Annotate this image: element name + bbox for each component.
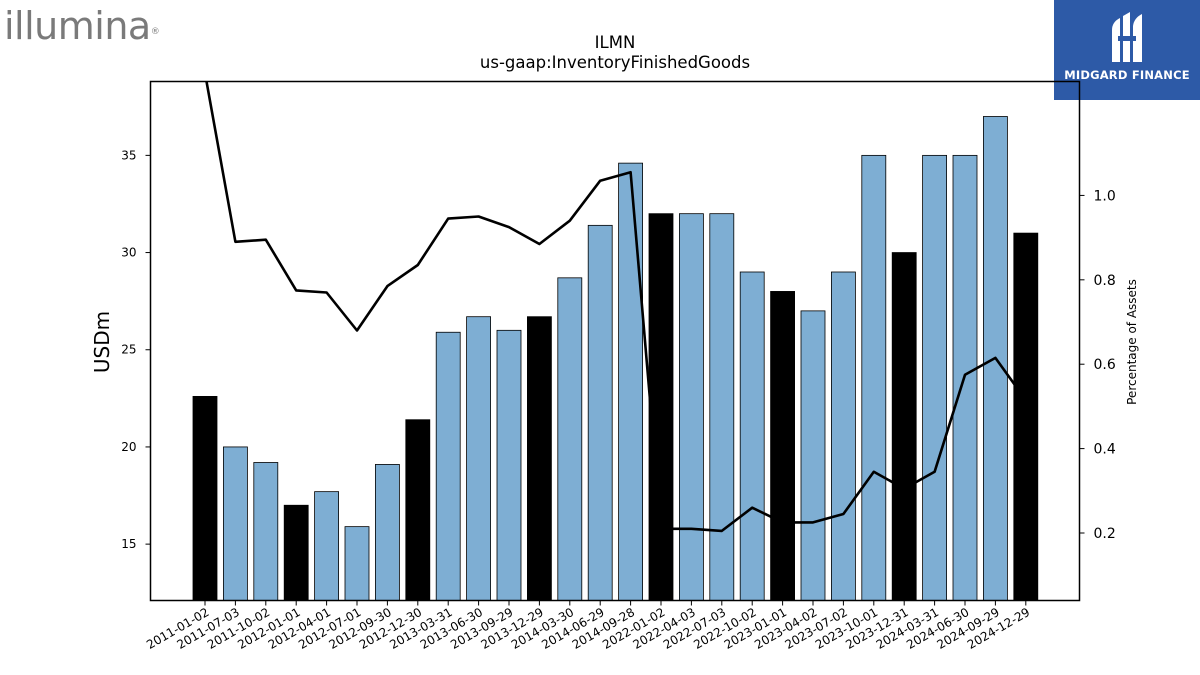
bar-2013-03-31 (435, 331, 461, 601)
y2-tick-label: 0.8 (1094, 273, 1116, 289)
y-tick-label: 35 (121, 148, 136, 162)
bar-2023-01-01 (770, 291, 795, 601)
bar-2012-09-30 (374, 464, 400, 601)
bar-2022-07-03 (709, 213, 735, 601)
y2-tick-label: 0.4 (1094, 442, 1116, 458)
bar-2022-04-03 (679, 213, 704, 601)
bar-2014-06-29 (587, 224, 613, 601)
bar-2023-10-01 (861, 154, 887, 601)
registered-mark: ® (150, 27, 160, 37)
y2-tick-label: 0.2 (1094, 526, 1116, 542)
midgard-emblem-icon (1112, 12, 1142, 62)
bar-2013-09-29 (496, 329, 522, 601)
bar-2012-12-30 (405, 419, 431, 601)
bar-2023-04-02 (800, 310, 826, 601)
bar-2024-03-31 (922, 154, 947, 601)
y-axis-label: USDm (90, 311, 114, 373)
illumina-logo: illumina® (4, 4, 160, 48)
y-tick-label: 20 (121, 440, 136, 454)
bar-2012-04-01 (314, 491, 340, 601)
midgard-finance-logo: MIDGARD FINANCE (1054, 0, 1200, 100)
plot-frame (149, 80, 1081, 602)
bar-2023-07-02 (831, 271, 856, 601)
y-tick-label: 15 (121, 537, 136, 551)
bar-2012-07-01 (344, 526, 370, 601)
bar-2022-10-02 (739, 271, 765, 601)
midgard-finance-label: MIDGARD FINANCE (1064, 68, 1190, 82)
percentage-of-assets-line (205, 81, 1027, 533)
bar-2011-01-02 (192, 395, 218, 601)
y-tick-label: 30 (121, 246, 136, 260)
bar-2024-12-29 (1013, 232, 1039, 601)
chart-subtitle: us-gaap:InventoryFinishedGoods (480, 53, 750, 72)
y2-tick-label: 0.6 (1094, 357, 1116, 373)
bar-2014-09-28 (618, 162, 643, 601)
y2-axis-label: Percentage of Assets (1125, 279, 1139, 405)
bar-2013-06-30 (466, 316, 492, 601)
bar-2023-12-31 (891, 252, 917, 601)
bar-2014-03-30 (557, 277, 583, 601)
bar-2011-10-02 (253, 462, 279, 601)
bar-2011-07-03 (222, 446, 248, 601)
bar-2012-01-01 (283, 504, 309, 601)
bar-2013-12-29 (527, 316, 552, 601)
bar-2022-01-02 (648, 213, 674, 601)
y-tick-label: 25 (121, 343, 136, 357)
y2-tick-label: 1.0 (1094, 188, 1116, 204)
illumina-logo-text: illumina (4, 4, 151, 48)
chart-title: ILMN (595, 33, 636, 52)
